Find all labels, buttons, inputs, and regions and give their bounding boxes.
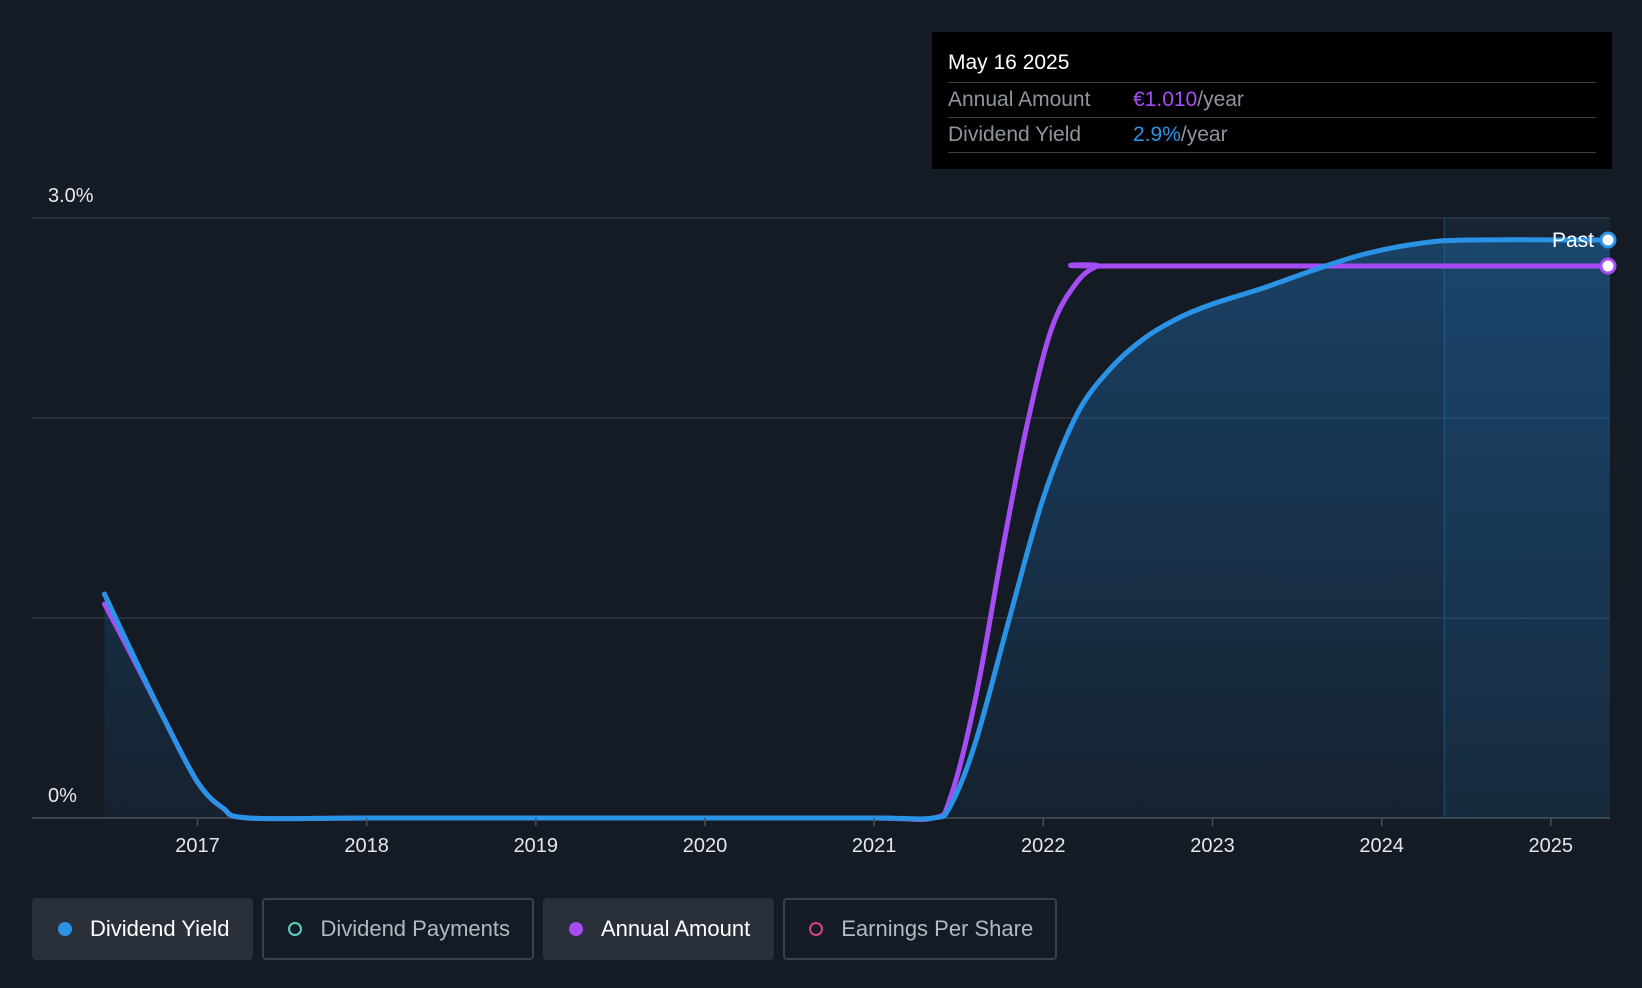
tooltip-unit: /year (1197, 88, 1244, 111)
dividend-yield-dot-icon (58, 922, 72, 936)
tooltip-value-annual-amount: €1.010 (1133, 88, 1198, 111)
x-tick-label: 2024 (1359, 835, 1404, 857)
legend-dividend-yield-button[interactable]: Dividend Yield (32, 898, 254, 960)
axis-labels: 3.0% 0% 2017 2018 2019 2020 2021 2022 2023 2024 20… (48, 185, 1594, 857)
past-label: Past (1552, 229, 1594, 252)
tooltip-value-dividend-yield: 2.9% (1133, 123, 1181, 146)
legend-label: Dividend Yield (90, 916, 230, 941)
tooltip-label: Dividend Yield (948, 123, 1082, 146)
legend: Dividend Yield Dividend Payments Annual … (32, 898, 1058, 960)
y-tick-label: 3.0% (48, 185, 94, 207)
x-tick-label: 2023 (1190, 835, 1235, 857)
legend-label: Dividend Payments (320, 916, 510, 941)
dividend-payments-ring-icon (288, 922, 303, 936)
legend-label: Earnings Per Share (841, 916, 1034, 941)
earnings-per-share-ring-icon (809, 922, 824, 936)
series-lines (102, 231, 1617, 822)
dividend-yield-end-marker (1599, 231, 1617, 249)
annual-amount-end-marker (1599, 257, 1617, 275)
legend-dividend-payments-button[interactable]: Dividend Payments (262, 898, 534, 960)
legend-annual-amount-button[interactable]: Annual Amount (542, 898, 775, 960)
legend-label: Annual Amount (600, 916, 751, 941)
tooltip-row-dividend-yield: Dividend Yield 2.9% /year (948, 118, 1596, 153)
area-fill (104, 239, 1610, 819)
tooltip-date: May 16 2025 (948, 32, 1596, 83)
x-tick-label: 2020 (683, 835, 728, 857)
annual-amount-dot-icon (568, 922, 583, 936)
tooltip-label: Annual Amount (948, 88, 1091, 111)
x-tick-label: 2021 (852, 835, 897, 857)
dividend-yield-area (104, 239, 1610, 819)
tooltip: May 16 2025 Annual Amount €1.010 /year D… (932, 32, 1612, 169)
tooltip-row-annual-amount: Annual Amount €1.010 /year (948, 83, 1596, 118)
dividend-yield-line (102, 237, 1613, 822)
y-tick-label: 0% (48, 785, 77, 807)
x-tick-label: 2022 (1021, 835, 1066, 857)
x-tick-label: 2018 (344, 835, 389, 857)
x-tick-label: 2025 (1529, 835, 1574, 857)
tooltip-unit: /year (1180, 123, 1228, 146)
x-tick-label: 2017 (175, 835, 220, 857)
x-tick-label: 2019 (514, 835, 559, 857)
legend-earnings-per-share-button[interactable]: Earnings Per Share (783, 898, 1058, 960)
